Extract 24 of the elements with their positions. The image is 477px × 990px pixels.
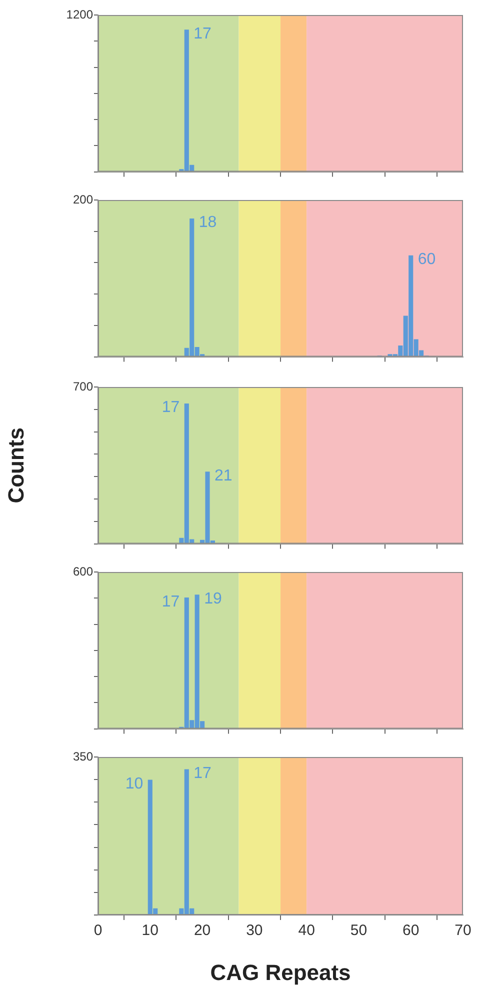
y-tick-label: 350 <box>72 749 94 764</box>
x-tick-label: 30 <box>246 922 263 940</box>
y-tick-label: 1200 <box>66 7 94 22</box>
y-tick-label: 700 <box>72 379 94 394</box>
annotation: 60 <box>418 251 436 268</box>
annotation: 10 <box>125 775 144 792</box>
x-tick-label: 10 <box>142 922 158 940</box>
x-tick-label: 50 <box>350 922 368 940</box>
annotation: 17 <box>162 399 180 416</box>
x-tick-label: 70 <box>454 922 472 940</box>
annotation: 17 <box>194 765 212 782</box>
x-tick-label: 20 <box>194 922 211 940</box>
x-tick-label: 60 <box>402 922 420 940</box>
x-tick-label: 40 <box>298 922 315 940</box>
annotation: 18 <box>198 214 217 232</box>
y-tick-label: 200 <box>72 192 94 206</box>
annotation: 17 <box>194 25 212 42</box>
x-tick-label: 0 <box>94 922 102 940</box>
annotation: 19 <box>204 590 222 608</box>
y-tick-label: 600 <box>72 564 94 578</box>
annotation: 21 <box>214 467 232 484</box>
y-axis-title: Counts <box>3 428 28 504</box>
x-axis-title: CAG Repeats <box>210 960 351 985</box>
annotation: 17 <box>162 593 180 610</box>
